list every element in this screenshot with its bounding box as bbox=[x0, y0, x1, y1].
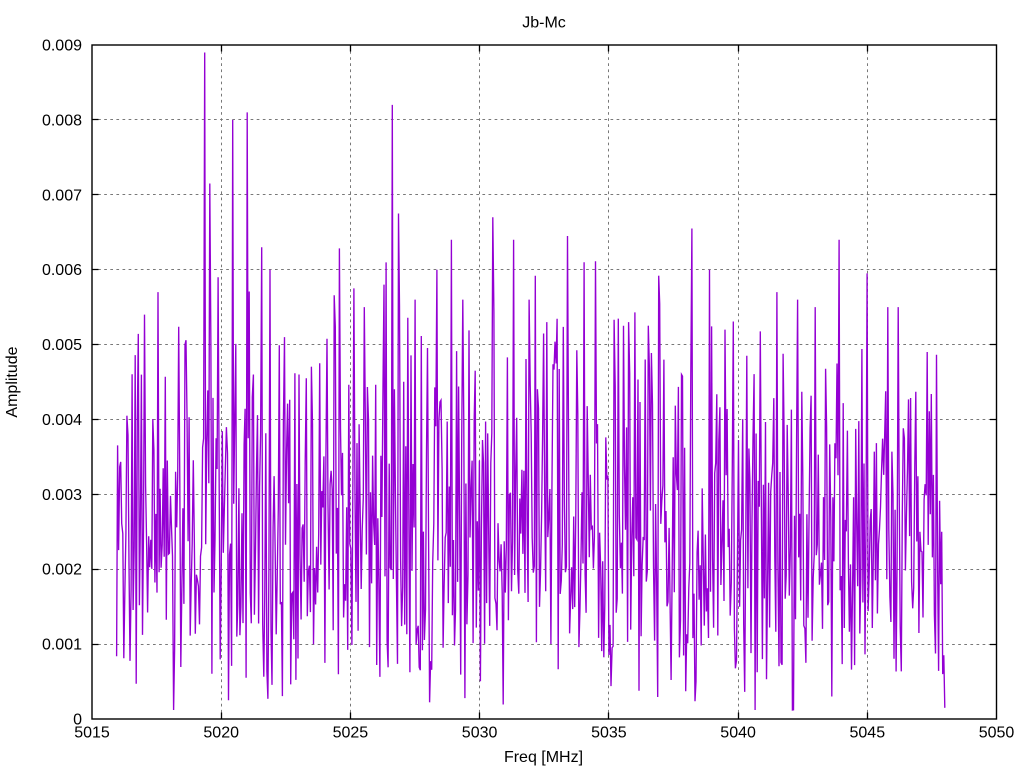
svg-text:0.004: 0.004 bbox=[42, 412, 82, 429]
svg-text:0.008: 0.008 bbox=[42, 112, 82, 129]
svg-text:5020: 5020 bbox=[203, 725, 239, 742]
svg-text:Freq [MHz]: Freq [MHz] bbox=[504, 749, 583, 766]
svg-text:5045: 5045 bbox=[850, 725, 886, 742]
svg-text:5035: 5035 bbox=[591, 725, 627, 742]
svg-text:0.006: 0.006 bbox=[42, 262, 82, 279]
svg-text:0.009: 0.009 bbox=[42, 38, 82, 55]
svg-text:Jb-Mc: Jb-Mc bbox=[522, 15, 566, 32]
svg-text:5015: 5015 bbox=[74, 725, 110, 742]
svg-text:0: 0 bbox=[73, 712, 82, 729]
svg-text:0.002: 0.002 bbox=[42, 562, 82, 579]
svg-text:5040: 5040 bbox=[720, 725, 756, 742]
svg-text:0.007: 0.007 bbox=[42, 187, 82, 204]
svg-text:5025: 5025 bbox=[333, 725, 369, 742]
svg-text:Amplitude: Amplitude bbox=[4, 346, 21, 417]
svg-text:0.001: 0.001 bbox=[42, 637, 82, 654]
svg-text:0.003: 0.003 bbox=[42, 487, 82, 504]
svg-text:0.005: 0.005 bbox=[42, 337, 82, 354]
svg-text:5030: 5030 bbox=[462, 725, 498, 742]
svg-text:5050: 5050 bbox=[979, 725, 1015, 742]
